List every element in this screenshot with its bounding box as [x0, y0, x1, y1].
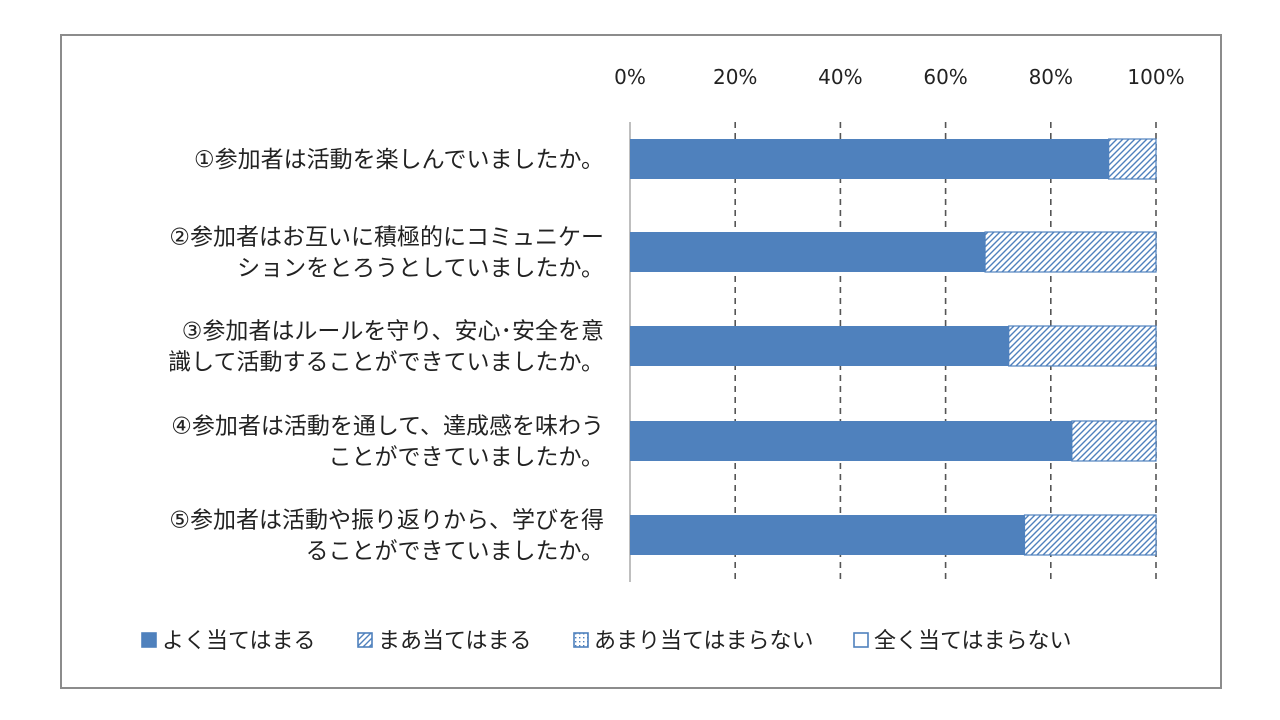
category-label: ことができていましたか。 — [328, 445, 604, 471]
category-label: ⑤参加者は活動や振り返りから、学びを得 — [169, 508, 604, 534]
x-tick-label: 0% — [614, 65, 646, 89]
x-axis-ticks: 0% 20% 40% 60% 80% 100% — [614, 65, 1184, 89]
bar-segment — [630, 139, 1109, 179]
category-labels: ①参加者は活動を楽しんでいましたか。 ②参加者はお互いに積極的にコミュニケーション… — [168, 147, 604, 565]
legend-swatch — [141, 632, 157, 648]
bar-segment — [1108, 138, 1157, 180]
legend-swatch — [357, 632, 373, 648]
category-label: ④参加者は活動を通して、達成感を味わう — [171, 414, 604, 440]
bar-segment — [1071, 420, 1157, 462]
category-label: ①参加者は活動を楽しんでいましたか。 — [194, 147, 604, 173]
chart-frame: 0% 20% 40% 60% 80% 100% ①参加者は活動を楽しんでいましたか。 ②参加… — [60, 34, 1222, 689]
stacked-bar-chart: 0% 20% 40% 60% 80% 100% ①参加者は活動を楽しんでいましたか。 ②参加… — [141, 65, 1185, 654]
bar-segment — [1008, 325, 1157, 367]
bars — [630, 138, 1157, 556]
bar-segment — [630, 515, 1025, 555]
legend-label: 全く当てはまらない — [874, 629, 1072, 654]
category-label: ションをとろうとしていましたか。 — [237, 256, 604, 282]
x-tick-label: 100% — [1127, 65, 1184, 89]
bar-segment — [984, 231, 1157, 273]
bar-segment — [630, 232, 986, 272]
bar-segment — [1023, 514, 1157, 556]
legend-swatch — [573, 632, 589, 648]
bar-segment — [630, 421, 1072, 461]
category-label: ③参加者はルールを守り、安心･安全を意 — [182, 319, 604, 345]
category-label: 識して活動することができていましたか。 — [168, 350, 604, 376]
bar-segment — [630, 326, 1009, 366]
x-tick-label: 80% — [1029, 65, 1073, 89]
category-label: ることができていましたか。 — [305, 539, 604, 565]
legend: よく当てはまる まあ当てはまる あまり当てはまらない 全く当てはまらない — [141, 629, 1072, 654]
legend-label: まあ当てはまる — [378, 629, 532, 654]
x-tick-label: 60% — [923, 65, 967, 89]
x-tick-label: 40% — [818, 65, 862, 89]
legend-label: よく当てはまる — [162, 629, 316, 654]
category-label: ②参加者はお互いに積極的にコミュニケー — [169, 225, 604, 251]
x-tick-label: 20% — [713, 65, 757, 89]
legend-label: あまり当てはまらない — [594, 629, 814, 654]
legend-swatch — [853, 632, 869, 648]
